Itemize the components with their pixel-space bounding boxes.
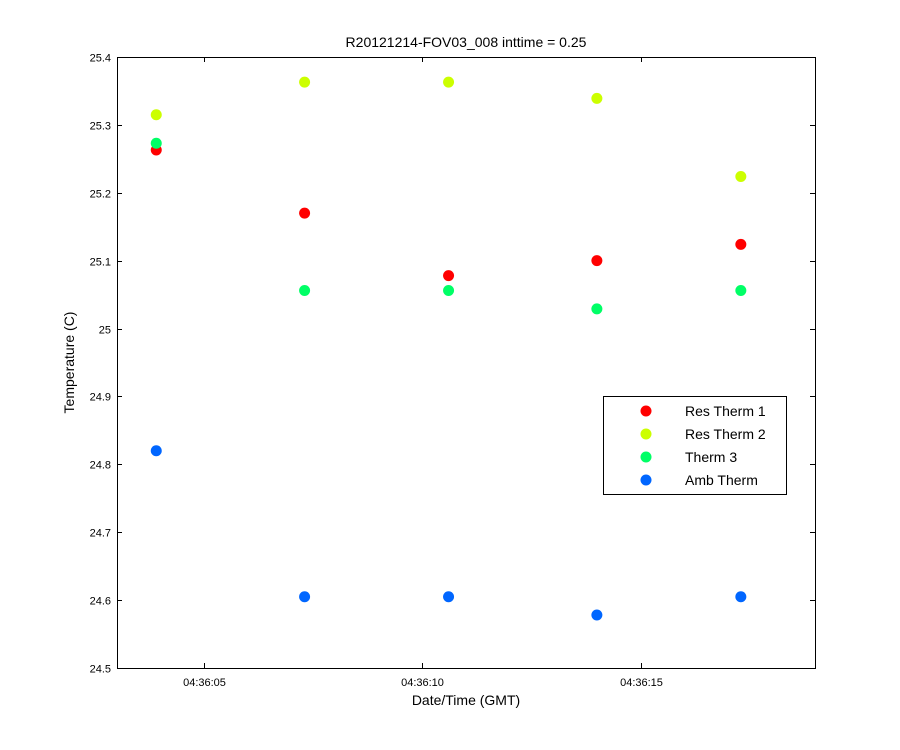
y-tick-label: 24.7 (90, 528, 111, 540)
legend-marker (640, 428, 652, 440)
y-tick-label: 25.3 (90, 121, 111, 133)
data-point-series-2 (591, 303, 603, 315)
data-point-series-2 (150, 137, 162, 149)
y-tick-label: 25.1 (90, 257, 111, 269)
x-axis-ticks: 04:36:05 04:36:10 04:36:15 (183, 57, 663, 689)
data-points (150, 76, 747, 621)
legend-label: Therm 3 (685, 449, 737, 465)
data-point-series-3 (591, 609, 603, 621)
x-tick-label: 04:36:10 (401, 677, 444, 689)
data-point-series-1 (735, 170, 747, 182)
data-point-series-0 (735, 238, 747, 250)
legend-marker (640, 474, 652, 486)
x-tick-label: 04:36:15 (620, 677, 663, 689)
data-point-series-3 (150, 445, 162, 457)
legend-marker (640, 405, 652, 417)
data-point-series-1 (150, 109, 162, 121)
data-point-series-1 (443, 76, 455, 88)
data-point-series-2 (299, 285, 311, 297)
y-tick-label: 24.8 (90, 460, 111, 472)
data-point-series-0 (591, 255, 603, 267)
data-point-series-2 (443, 285, 455, 297)
data-point-series-0 (299, 207, 311, 219)
legend: Res Therm 1 Res Therm 2 Therm 3 Amb Therm (603, 396, 787, 495)
y-tick-label: 24.5 (90, 664, 111, 676)
y-tick-label: 25.2 (90, 189, 111, 201)
plot-area (117, 57, 816, 669)
y-axis-label: Temperature (C) (61, 312, 77, 414)
y-axis-ticks: 24.5 24.6 24.7 24.8 24.9 25 25.1 25.2 25.3 25.4 (90, 53, 815, 676)
y-tick-label: 25 (99, 325, 111, 337)
data-point-series-3 (299, 591, 311, 603)
y-tick-label: 24.9 (90, 392, 111, 404)
data-point-series-1 (299, 76, 311, 88)
y-tick-label: 25.4 (90, 53, 111, 65)
x-tick-label: 04:36:05 (183, 677, 226, 689)
x-axis-label: Date/Time (GMT) (412, 692, 520, 708)
legend-label: Amb Therm (685, 472, 758, 488)
legend-marker (640, 451, 652, 463)
data-point-series-1 (591, 92, 603, 104)
data-point-series-2 (735, 285, 747, 297)
legend-box (603, 396, 787, 495)
chart-title: R20121214-FOV03_008 inttime = 0.25 (346, 34, 587, 50)
legend-label: Res Therm 2 (685, 426, 766, 442)
data-point-series-0 (443, 270, 455, 282)
data-point-series-3 (443, 591, 455, 603)
legend-label: Res Therm 1 (685, 403, 766, 419)
data-point-series-3 (735, 591, 747, 603)
y-tick-label: 24.6 (90, 596, 111, 608)
